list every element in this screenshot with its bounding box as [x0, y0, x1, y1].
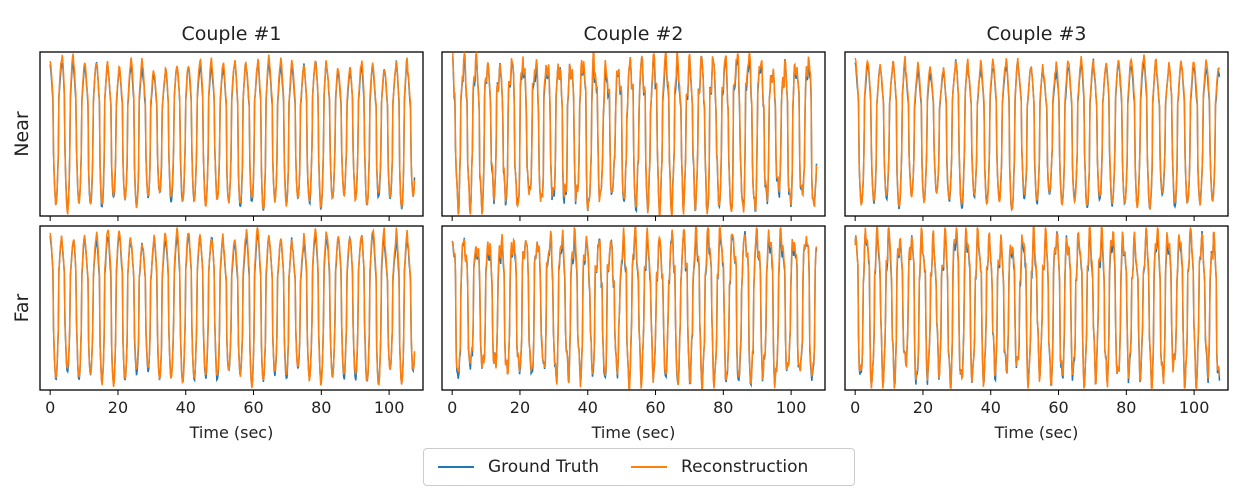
legend-item-reconstruction: Reconstruction	[631, 457, 808, 477]
legend-label-ground-truth: Ground Truth	[488, 457, 600, 477]
row-label-near: Near	[11, 111, 33, 157]
subplot-title: Couple #1	[181, 23, 281, 45]
series-line-reconstruction	[49, 53, 416, 215]
plot-frame	[844, 51, 1229, 217]
plot-frame	[441, 51, 826, 217]
x-tick-label: 60	[243, 398, 263, 417]
subplot-title: Couple #2	[583, 23, 683, 45]
legend-label-reconstruction: Reconstruction	[681, 457, 809, 477]
series-line-reconstruction	[49, 227, 416, 389]
legend-item-ground-truth: Ground Truth	[438, 457, 599, 477]
series-line-reconstruction	[854, 225, 1221, 391]
series-line-reconstruction	[452, 50, 818, 216]
x-tick-label: 100	[374, 398, 405, 417]
legend-swatch-ground-truth	[438, 466, 474, 468]
x-tick-label: 0	[45, 398, 55, 417]
x-tick-label: 40	[981, 398, 1001, 417]
series-line-reconstruction	[854, 54, 1221, 212]
x-tick-label: 20	[108, 398, 128, 417]
plot-frame	[441, 225, 826, 391]
x-tick-label: 80	[311, 398, 331, 417]
x-tick-label: 100	[1179, 398, 1210, 417]
row-label-far: Far	[11, 293, 33, 322]
legend-swatch-reconstruction	[631, 466, 668, 468]
plot-frame	[39, 225, 424, 391]
x-axis-label: Time (sec)	[591, 423, 676, 442]
x-tick-label: 40	[176, 398, 196, 417]
x-tick-label: 60	[645, 398, 665, 417]
x-tick-label: 40	[578, 398, 598, 417]
x-tick-label: 60	[1048, 398, 1068, 417]
x-tick-label: 80	[1116, 398, 1136, 417]
x-tick-label: 0	[447, 398, 457, 417]
x-tick-label: 100	[776, 398, 807, 417]
legend: Ground Truth Reconstruction	[423, 448, 855, 486]
x-axis-label: Time (sec)	[994, 423, 1079, 442]
x-tick-label: 80	[713, 398, 733, 417]
plot-frame	[39, 51, 424, 217]
x-axis-label: Time (sec)	[189, 423, 274, 442]
x-tick-label: 0	[850, 398, 860, 417]
x-tick-label: 20	[510, 398, 530, 417]
plot-frame	[844, 225, 1229, 391]
series-line-reconstruction	[451, 224, 818, 390]
subplot-title: Couple #3	[986, 23, 1086, 45]
x-tick-label: 20	[913, 398, 933, 417]
